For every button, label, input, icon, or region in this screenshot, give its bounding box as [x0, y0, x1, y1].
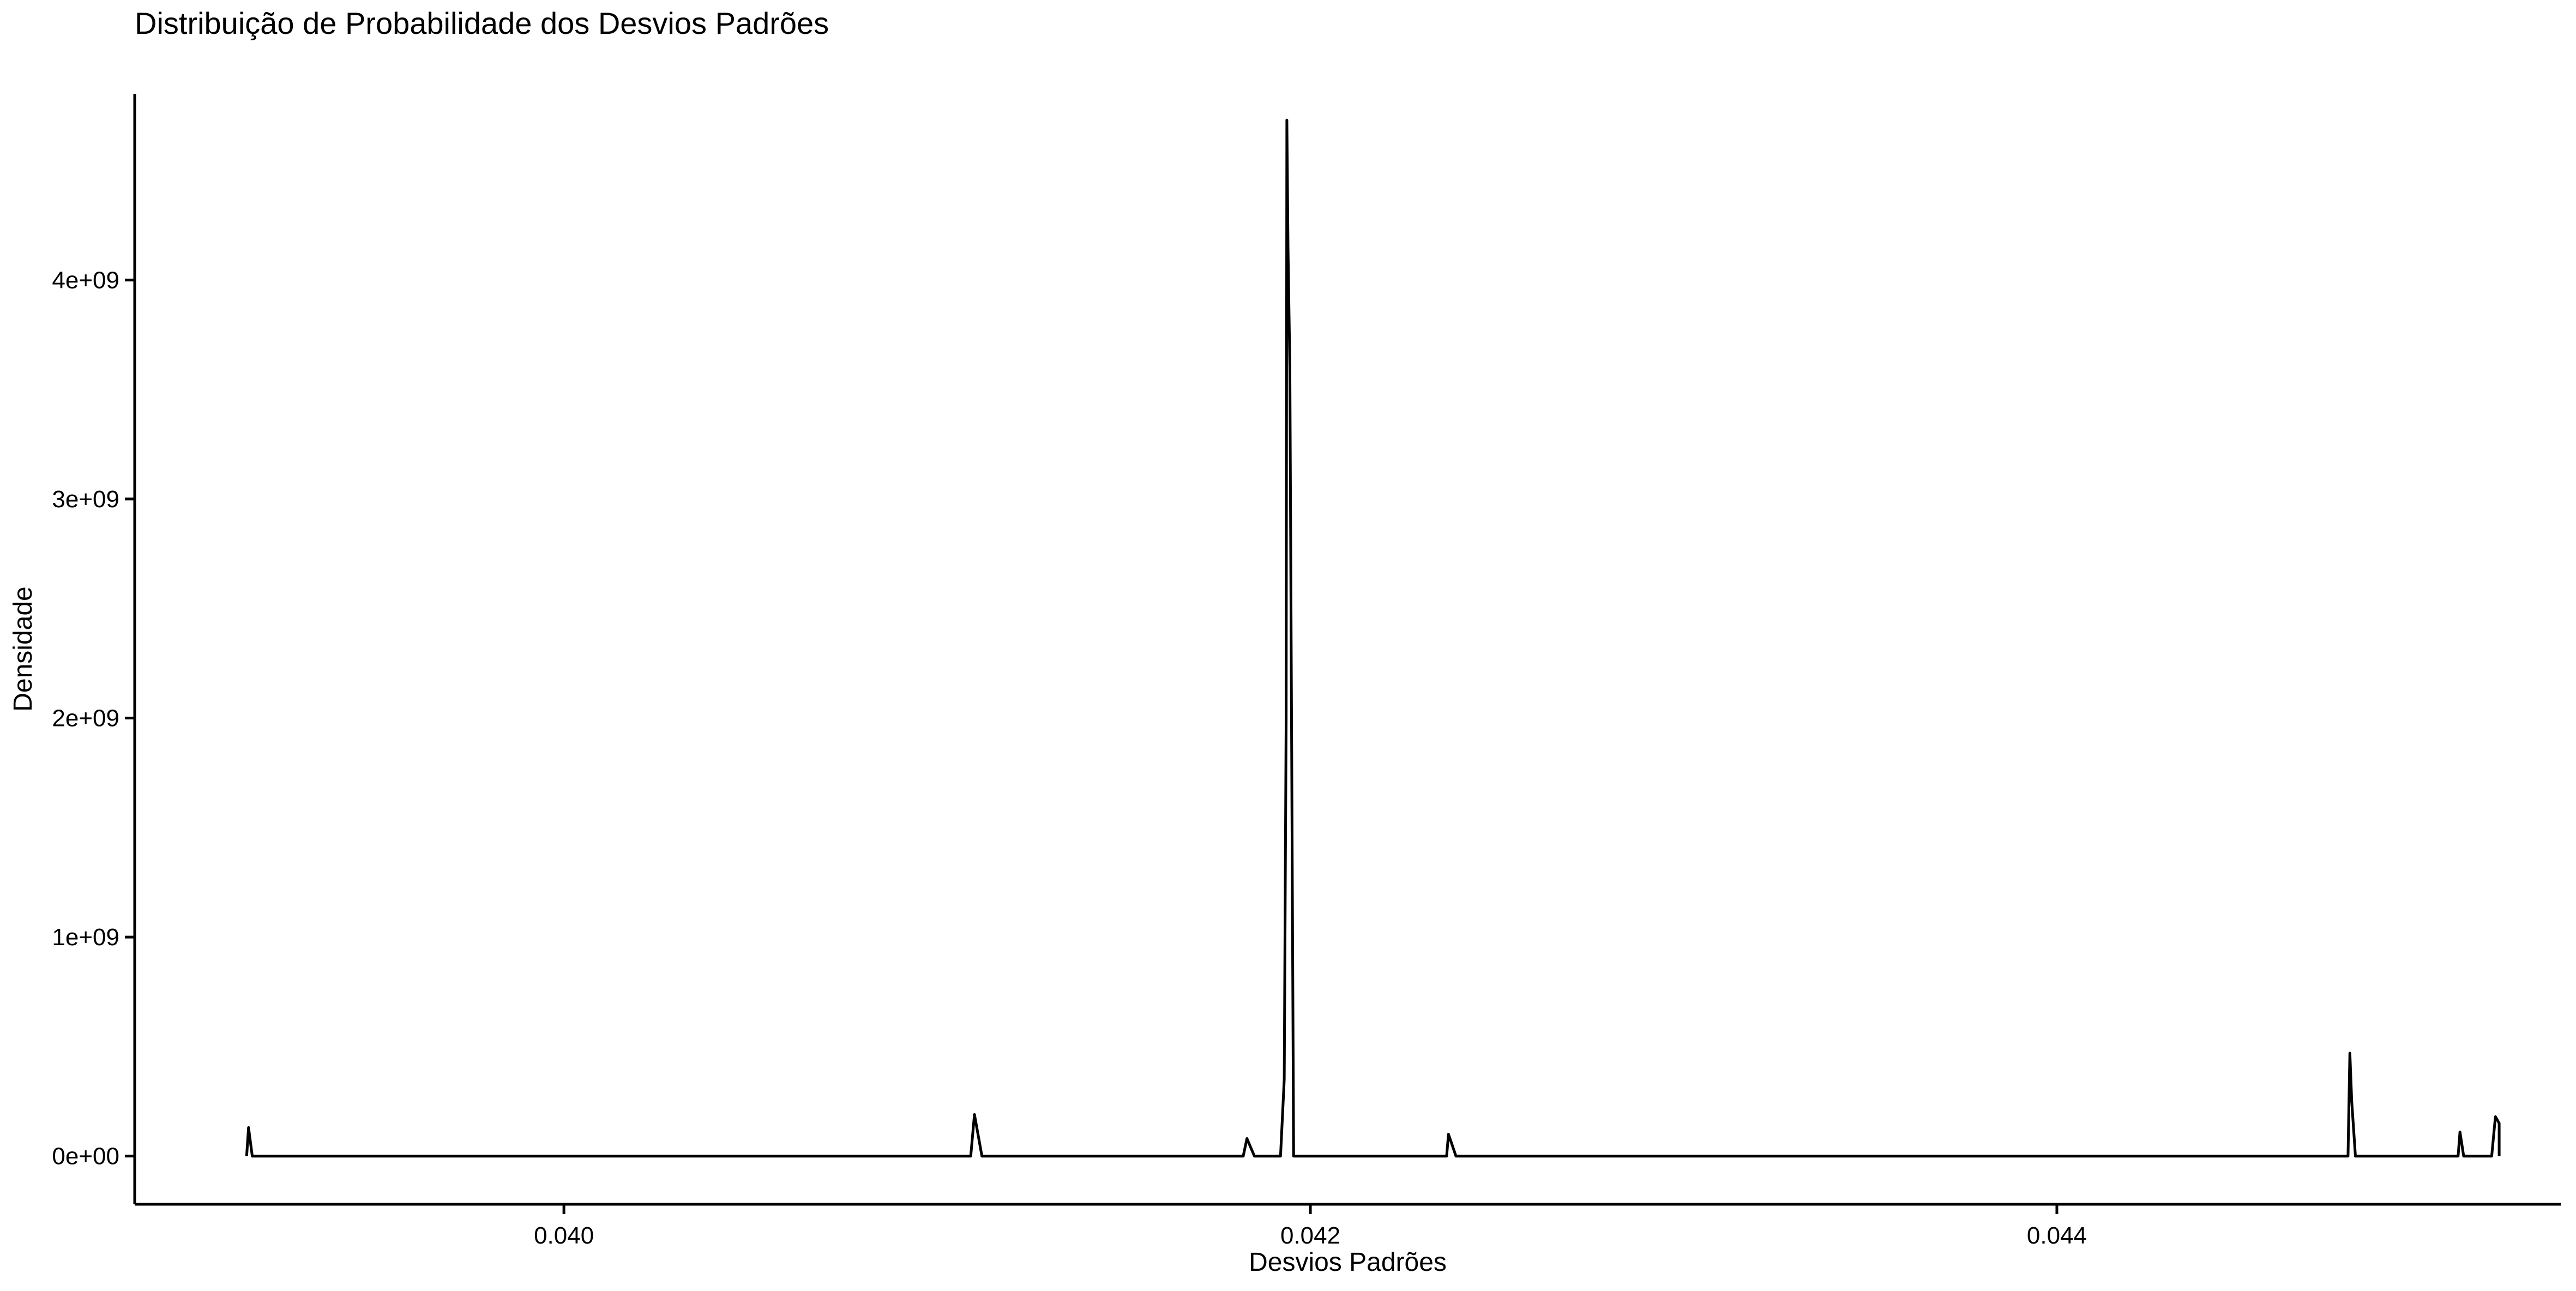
y-tick-label: 1e+09: [52, 924, 119, 951]
chart-title: Distribuição de Probabilidade dos Desvio…: [135, 6, 829, 40]
y-tick-label: 0e+00: [52, 1143, 119, 1170]
axes: [133, 94, 2561, 1206]
x-tick-label: 0.040: [534, 1222, 594, 1249]
x-tick-label: 0.044: [2027, 1222, 2087, 1249]
y-tick-label: 2e+09: [52, 705, 119, 731]
density-line: [245, 118, 2501, 1158]
ticks: 0.040 0.042 0.044 0e+00 1e+09 2e+09 3e+09 4e+09: [52, 267, 2087, 1249]
y-tick-label: 3e+09: [52, 486, 119, 513]
y-tick-label: 4e+09: [52, 267, 119, 293]
x-tick-label: 0.042: [1280, 1222, 1340, 1249]
y-axis-title: Densidade: [9, 586, 38, 712]
x-axis-title: Desvios Padrões: [1249, 1248, 1447, 1277]
